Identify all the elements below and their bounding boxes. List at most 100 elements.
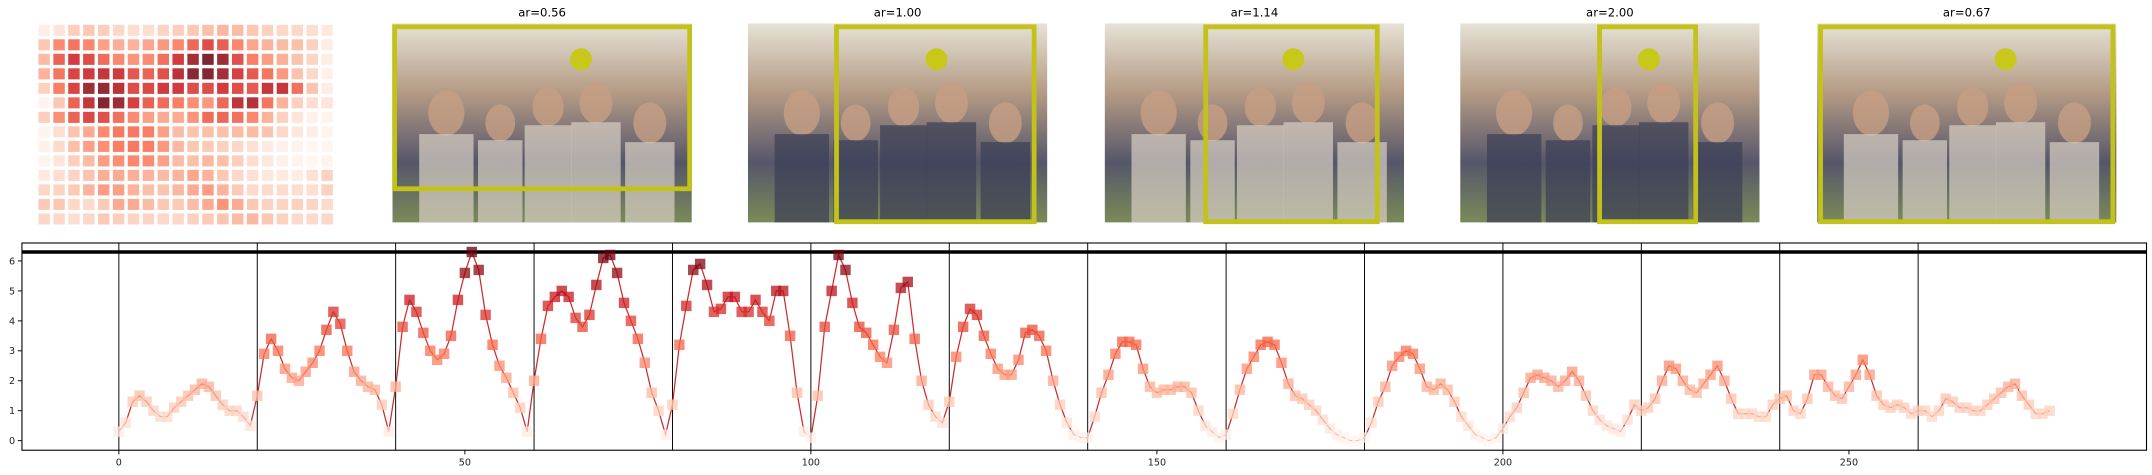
heat-cell: [261, 82, 274, 94]
marker: [674, 339, 685, 351]
marker: [1767, 399, 1779, 410]
panel-title: ar=1.00: [874, 6, 922, 20]
marker: [833, 249, 844, 261]
marker: [1760, 411, 1772, 422]
marker: [667, 399, 678, 410]
heat-cell: [53, 169, 65, 181]
marker: [604, 249, 616, 261]
marker: [1829, 390, 1841, 401]
person-body: [1545, 140, 1591, 223]
marker: [618, 297, 630, 309]
heat-cell: [321, 198, 333, 210]
heat-cell: [217, 126, 229, 138]
marker: [189, 384, 201, 395]
heat-cell: [202, 97, 214, 109]
person: [840, 104, 871, 142]
marker: [874, 351, 886, 363]
heat-cell: [112, 126, 125, 138]
heat-cell: [97, 126, 110, 138]
heat-cell: [187, 198, 199, 210]
person-body: [625, 142, 675, 223]
marker: [1774, 393, 1785, 404]
heat-cell: [157, 140, 170, 152]
marker: [1553, 381, 1564, 392]
x-tick-label: 0: [116, 457, 122, 468]
marker: [999, 369, 1010, 380]
marker: [577, 321, 588, 333]
focus-point: [570, 48, 592, 71]
marker: [2009, 378, 2021, 389]
y-tick-label: 6: [9, 256, 15, 267]
person: [887, 87, 920, 127]
heat-cell: [261, 126, 274, 138]
marker: [2044, 405, 2055, 416]
marker: [1303, 399, 1315, 410]
marker: [1878, 399, 1889, 410]
marker: [1310, 405, 1322, 416]
heat-cell: [261, 169, 274, 181]
marker: [1165, 384, 1176, 395]
marker: [1954, 402, 1965, 413]
heat-cell: [38, 155, 50, 167]
marker: [535, 333, 547, 345]
x-tick-label: 150: [1148, 457, 1166, 468]
heat-cell: [127, 140, 140, 152]
marker: [1373, 396, 1384, 407]
marker: [985, 348, 997, 360]
person-body: [571, 122, 621, 223]
heat-cell: [142, 140, 155, 152]
person-body: [926, 122, 977, 223]
heat-cell: [157, 53, 170, 65]
heat-cell: [217, 97, 229, 109]
marker: [1670, 363, 1682, 374]
heat-cell: [83, 82, 95, 94]
marker: [175, 396, 187, 407]
heat-cell: [53, 155, 65, 167]
heat-cell: [187, 140, 199, 152]
heat-cell: [53, 213, 65, 225]
marker: [369, 384, 381, 395]
person-body: [880, 125, 928, 223]
person: [783, 90, 820, 136]
y-tick-label: 5: [9, 286, 15, 297]
marker: [272, 345, 284, 357]
heat-cell: [38, 213, 50, 225]
heat-cell: [276, 213, 289, 225]
marker: [2030, 408, 2041, 419]
heat-cell: [261, 111, 274, 123]
marker: [1857, 354, 1868, 366]
marker: [1843, 381, 1855, 392]
marker: [411, 306, 422, 318]
crop-box: [1818, 24, 2116, 225]
line-chart: 0 1 2 3 4 5 6 0 50 100 150 200 250: [9, 242, 2148, 468]
heat-cell: [97, 53, 110, 65]
heat-cell: [97, 24, 110, 36]
heat-cell: [276, 68, 289, 80]
heat-cell: [246, 97, 259, 109]
marker: [937, 417, 948, 428]
marker: [1684, 384, 1695, 395]
heat-cell: [157, 198, 170, 210]
heat-cell: [321, 140, 333, 152]
marker: [909, 333, 920, 345]
marker: [1220, 429, 1232, 440]
heat-cell: [246, 24, 259, 36]
marker: [445, 330, 457, 342]
person-body: [1949, 125, 1997, 223]
person: [1496, 90, 1533, 136]
marker: [196, 378, 208, 389]
marker: [314, 345, 325, 357]
heat-cell: [276, 169, 289, 181]
marker: [1068, 429, 1080, 440]
person-body: [2049, 142, 2100, 223]
marker: [300, 366, 311, 377]
marker: [1338, 432, 1349, 443]
heat-cell: [68, 39, 80, 51]
heat-cell: [172, 140, 184, 152]
marker: [950, 351, 962, 363]
x-tick-label: 200: [1494, 457, 1512, 468]
marker: [625, 315, 637, 327]
heat-cell: [187, 97, 199, 109]
heat-cell: [38, 140, 50, 152]
